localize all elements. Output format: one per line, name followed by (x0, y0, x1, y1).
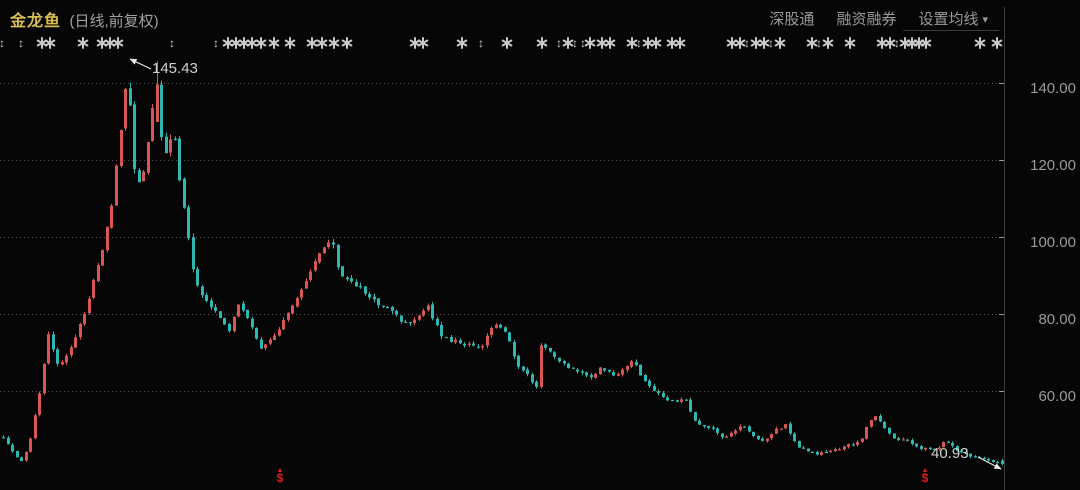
event-asterisk-icon[interactable] (222, 37, 234, 49)
chart-header-left: 金龙鱼 (日线,前复权) (10, 7, 159, 31)
event-updown-icon[interactable]: ↕ (744, 36, 750, 50)
event-asterisk-icon[interactable] (36, 37, 48, 49)
event-updown-icon[interactable]: ↕ (0, 36, 5, 50)
event-asterisk-icon[interactable] (626, 37, 638, 49)
event-asterisk-icon[interactable] (774, 37, 786, 49)
y-axis-label: 100.00 (1030, 234, 1076, 251)
chevron-down-icon: ▾ (982, 14, 988, 26)
event-asterisk-icon[interactable] (822, 37, 834, 49)
event-updown-icon[interactable]: ↕ (636, 36, 642, 50)
event-updown-icon[interactable]: ↕ (816, 36, 822, 50)
event-updown-icon[interactable]: ↕ (580, 36, 586, 50)
event-updown-icon[interactable]: ↕ (169, 36, 175, 50)
event-updown-icon[interactable]: ↕ (18, 36, 24, 50)
y-axis-label: 120.00 (1030, 157, 1076, 174)
event-asterisk-icon[interactable] (758, 37, 770, 49)
event-asterisk-icon[interactable] (417, 37, 429, 49)
event-asterisk-icon[interactable] (536, 37, 548, 49)
event-asterisk-icon[interactable] (104, 37, 116, 49)
dividend-marker-icon[interactable]: ▲ $ (276, 467, 284, 485)
event-asterisk-icon[interactable] (991, 37, 1003, 49)
event-updown-icon[interactable]: ↕ (213, 36, 219, 50)
event-asterisk-icon[interactable] (974, 37, 986, 49)
event-asterisk-icon[interactable] (341, 37, 353, 49)
event-asterisk-icon[interactable] (650, 37, 662, 49)
menu-item-margin-trading[interactable]: 融资融券 (836, 11, 897, 28)
dividend-marker-icon[interactable]: ▲ $ (921, 467, 929, 485)
event-asterisk-icon[interactable] (876, 37, 888, 49)
ma-settings-label: 设置均线 (918, 11, 979, 28)
event-asterisk-icon[interactable] (844, 37, 856, 49)
event-asterisk-icon[interactable] (112, 37, 124, 49)
event-asterisk-icon[interactable] (255, 37, 267, 49)
event-asterisk-icon[interactable] (806, 37, 818, 49)
event-asterisk-icon[interactable] (230, 37, 242, 49)
event-asterisk-icon[interactable] (642, 37, 654, 49)
event-updown-icon[interactable]: ↕ (894, 36, 900, 50)
price-annotation-peak: 145.43 (152, 60, 198, 77)
event-asterisk-icon[interactable] (596, 37, 608, 49)
event-asterisk-icon[interactable] (238, 37, 250, 49)
y-axis-label: 140.00 (1030, 80, 1076, 97)
event-asterisk-icon[interactable] (734, 37, 746, 49)
event-asterisk-icon[interactable] (666, 37, 678, 49)
event-asterisk-icon[interactable] (328, 37, 340, 49)
event-updown-icon[interactable]: ↕ (556, 36, 562, 50)
event-asterisk-icon[interactable] (584, 37, 596, 49)
event-asterisk-icon[interactable] (674, 37, 686, 49)
event-asterisk-icon[interactable] (604, 37, 616, 49)
event-asterisk-icon[interactable] (899, 37, 911, 49)
event-asterisk-icon[interactable] (44, 37, 56, 49)
event-asterisk-icon[interactable] (726, 37, 738, 49)
event-asterisk-icon[interactable] (284, 37, 296, 49)
menu-item-ma-settings[interactable]: 设置均线 ▾ (918, 8, 988, 29)
event-asterisk-icon[interactable] (913, 37, 925, 49)
event-asterisk-icon[interactable] (77, 37, 89, 49)
event-asterisk-icon[interactable] (316, 37, 328, 49)
price-annotation-last: 40.93 (931, 445, 969, 462)
event-asterisk-icon[interactable] (884, 37, 896, 49)
event-asterisk-icon[interactable] (268, 37, 280, 49)
event-asterisk-icon[interactable] (920, 37, 932, 49)
y-axis-label: 80.00 (1038, 311, 1076, 328)
event-updown-icon[interactable]: ↕ (572, 36, 578, 50)
event-updown-icon[interactable]: ↕ (478, 36, 484, 50)
event-asterisk-icon[interactable] (562, 37, 574, 49)
y-axis-label: 60.00 (1038, 388, 1076, 405)
event-asterisk-icon[interactable] (501, 37, 513, 49)
symbol-name: 金龙鱼 (10, 13, 62, 30)
chart-mode-label: (日线,前复权) (69, 13, 159, 30)
event-asterisk-icon[interactable] (456, 37, 468, 49)
event-asterisk-icon[interactable] (96, 37, 108, 49)
event-asterisk-icon[interactable] (409, 37, 421, 49)
event-asterisk-icon[interactable] (306, 37, 318, 49)
event-asterisk-icon[interactable] (246, 37, 258, 49)
chart-header-menu: 深股通 融资融券 设置均线 ▾ (769, 8, 988, 29)
event-asterisk-icon[interactable] (750, 37, 762, 49)
event-updown-icon[interactable]: ↕ (768, 36, 774, 50)
event-asterisk-icon[interactable] (906, 37, 918, 49)
menu-item-szconnect[interactable]: 深股通 (769, 11, 815, 28)
